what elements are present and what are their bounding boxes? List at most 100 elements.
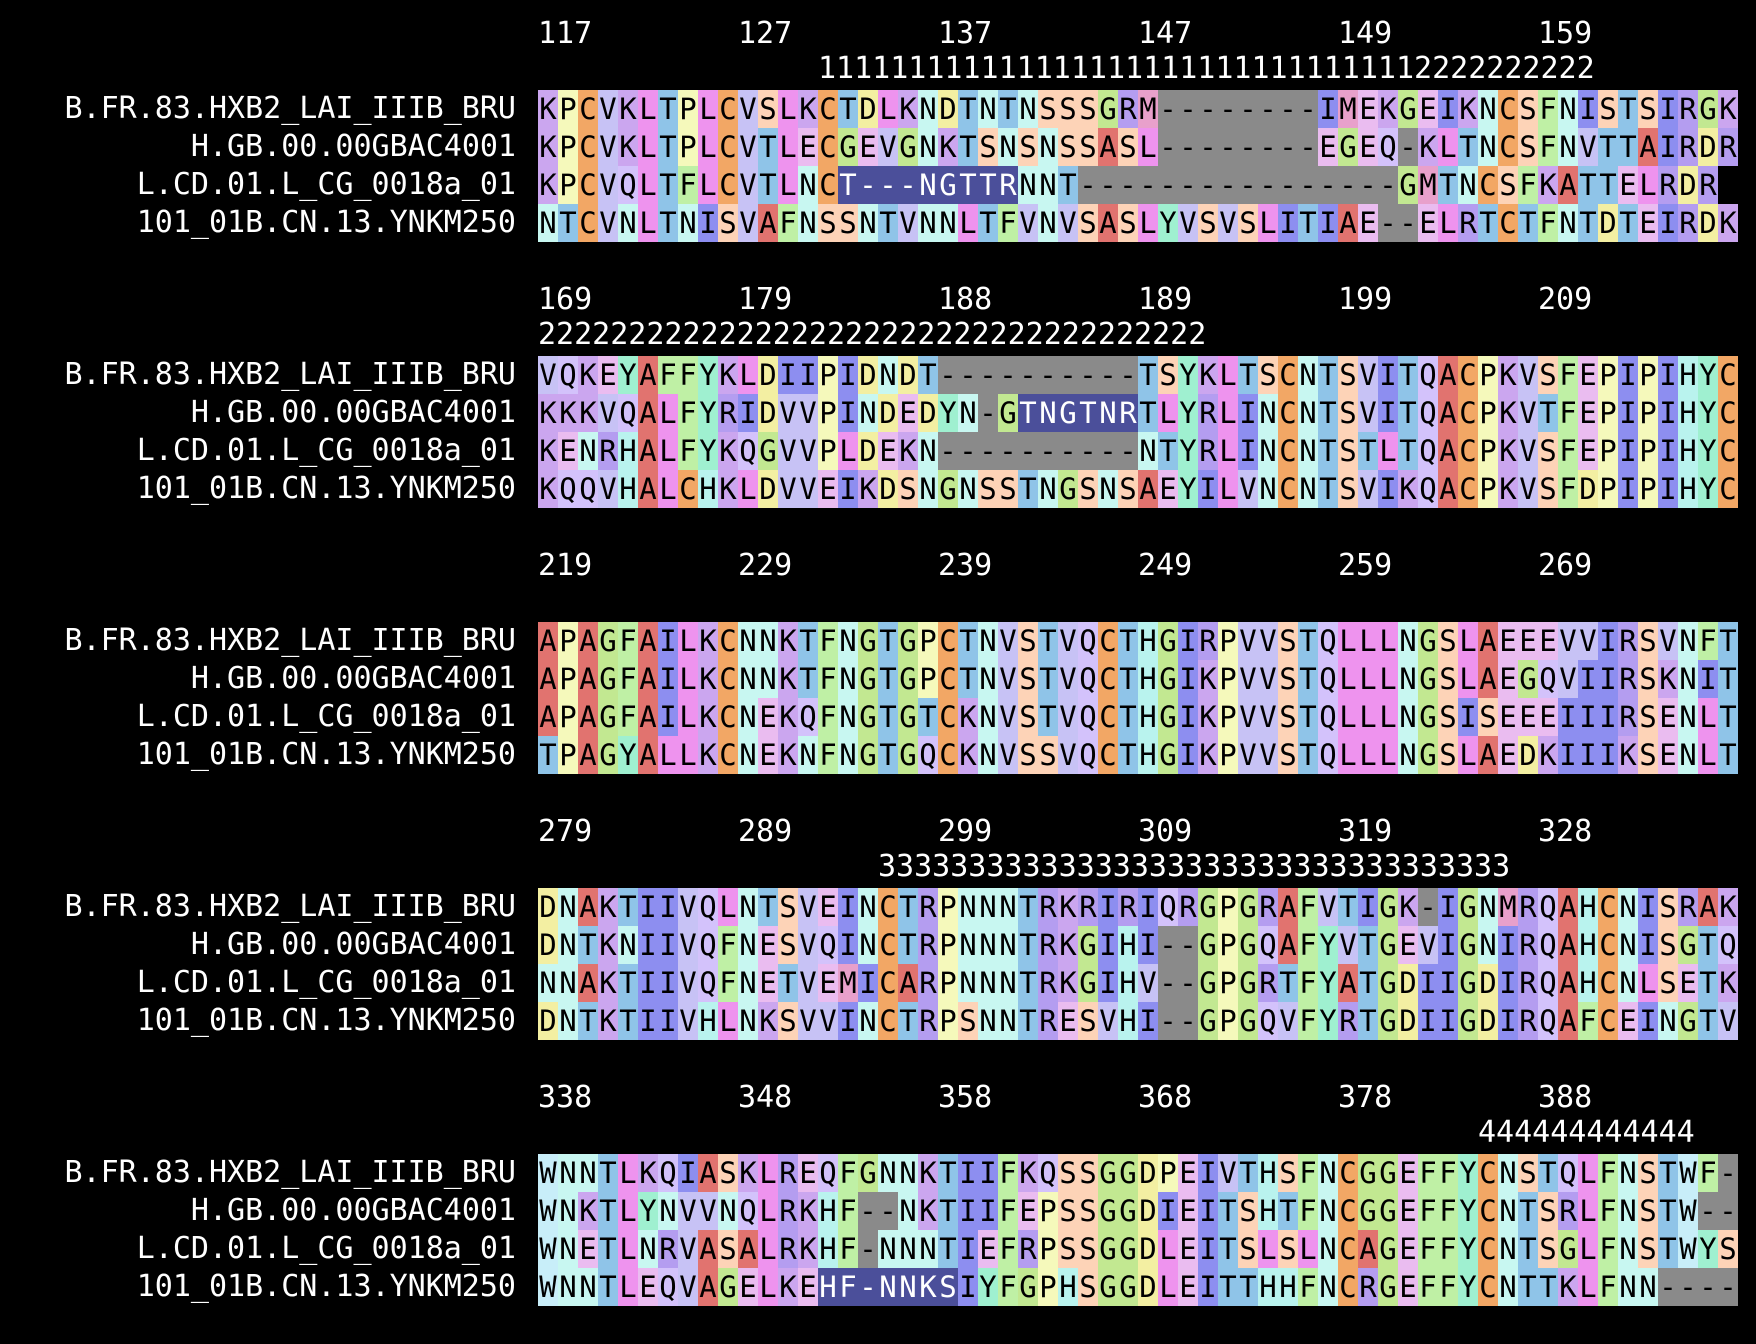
sequence-name[interactable]: 101_01B.CN.13.YNKM250 [136,1003,516,1038]
residue-cell: K [1198,736,1218,774]
gap-cell: - [1398,204,1418,242]
residue-cell: I [1238,394,1258,432]
position-number: 309 [1138,814,1193,849]
residue-cell: F [678,394,698,432]
residue-cell: I [1178,736,1198,774]
residue-cell: S [1638,1230,1658,1268]
residue-cell: L [1578,1230,1598,1268]
residue-cell: V [798,1002,818,1040]
sequence-name[interactable]: H.GB.00.00GBAC4001 [190,661,516,696]
sequence-name[interactable]: L.CD.01.L_CG_0018a_01 [136,965,516,1000]
residue-cell: G [1338,128,1358,166]
residue-cell: Q [918,736,938,774]
sequence-row: B.FR.83.HXB2_LAI_IIIB_BRU V Q K E Y A F F Y K L D I I P… [0,356,1756,394]
residue-cell: K [958,698,978,736]
residue-cell: F [1438,1192,1458,1230]
sequence-name[interactable]: L.CD.01.L_CG_0018a_01 [136,699,516,734]
residue-cell: D [1138,1230,1158,1268]
sequence-name[interactable]: L.CD.01.L_CG_0018a_01 [136,1231,516,1266]
sequence-name[interactable]: B.FR.83.HXB2_LAI_IIIB_BRU [64,357,516,392]
sequence-name[interactable]: B.FR.83.HXB2_LAI_IIIB_BRU [64,1155,516,1190]
residue-cell: A [638,622,658,660]
residue-cell: E [1498,660,1518,698]
residue-cell: K [1198,698,1218,736]
residue-cell: L [678,698,698,736]
residue-cell: F [1298,1268,1318,1306]
residue-cell: Q [1158,888,1178,926]
residue-cell: K [1618,736,1638,774]
residue-cell: L [1338,660,1358,698]
residue-cell: G [1238,964,1258,1002]
sequence-name[interactable]: H.GB.00.00GBAC4001 [190,395,516,430]
residue-cell: N [838,622,858,660]
residue-cell: L [778,128,798,166]
residue-cell: A [1098,204,1118,242]
residue-cell: I [1578,660,1598,698]
residue-cell: D [538,888,558,926]
sequence-name[interactable]: 101_01B.CN.13.YNKM250 [136,737,516,772]
residue-cell: A [638,470,658,508]
residue-cell: G [1238,1002,1258,1040]
residue-cell: Q [1418,356,1438,394]
residue-cell: R [1038,888,1058,926]
alignment-block: 219 229 239 249 259 269 B.FR.83.HXB2_LAI_IIIB_… [0,546,1756,812]
residue-cell: H [1278,1268,1298,1306]
sequence-name[interactable]: 101_01B.CN.13.YNKM250 [136,471,516,506]
residue-cell: T [898,888,918,926]
sequence-name[interactable]: H.GB.00.00GBAC4001 [190,927,516,962]
sequence-name[interactable]: B.FR.83.HXB2_LAI_IIIB_BRU [64,889,516,924]
gap-cell: - [978,394,998,432]
residue-cell: D [878,394,898,432]
residue-cell: S [718,204,738,242]
residue-cell: L [1358,622,1378,660]
sequence-name[interactable]: B.FR.83.HXB2_LAI_IIIB_BRU [64,623,516,658]
position-number: 169 [538,282,593,317]
residue-cell: G [898,660,918,698]
residue-cell: G [598,660,618,698]
residue-cell: I [1618,394,1638,432]
residue-cell: A [898,964,918,1002]
residue-cell: F [1558,394,1578,432]
residue-cell: G [1398,90,1418,128]
sequence-row: H.GB.00.00GBAC4001 K K K V Q A L F Y R I D V V P I N D E D Y N… [0,394,1756,432]
residue-cell: V [678,1268,698,1306]
sequence-name[interactable]: H.GB.00.00GBAC4001 [190,1193,516,1228]
residue-cell: F [1418,1230,1438,1268]
residue-cell: V [538,356,558,394]
residue-cell: N [558,1192,578,1230]
sequence-name[interactable]: L.CD.01.L_CG_0018a_01 [136,167,516,202]
sequence-name[interactable]: B.FR.83.HXB2_LAI_IIIB_BRU [64,91,516,126]
residue-cell: N [858,394,878,432]
residue-cell: E [858,128,878,166]
position-number: 127 [738,16,793,51]
residue-cell: N [918,90,938,128]
residue-cell: P [1598,356,1618,394]
residue-cell: T [918,356,938,394]
gap-cell: - [1178,166,1198,204]
sequence-name[interactable]: H.GB.00.00GBAC4001 [190,129,516,164]
sequence-name[interactable]: 101_01B.CN.13.YNKM250 [136,205,516,240]
residue-cell: C [938,736,958,774]
residue-cell: S [898,470,918,508]
residue-cell: N [1298,394,1318,432]
residue-cell: R [918,926,938,964]
sequence-name[interactable]: 101_01B.CN.13.YNKM250 [136,1269,516,1304]
residue-cell: P [918,622,938,660]
residue-cell: V [678,1192,698,1230]
residue-cell: F [618,660,638,698]
residue-cell: I [1198,1268,1218,1306]
position-number: 117 [538,16,593,51]
residue-cell: G [1518,660,1538,698]
residue-cell: K [718,470,738,508]
residue-cell: V [1558,622,1578,660]
residue-cell: P [918,660,938,698]
residue-cell: A [698,1268,718,1306]
residue-cell: K [598,1002,618,1040]
residue-cell: C [938,660,958,698]
sequence-name[interactable]: L.CD.01.L_CG_0018a_01 [136,433,516,468]
residue-cell: K [698,698,718,736]
residue-cell: N [978,698,998,736]
